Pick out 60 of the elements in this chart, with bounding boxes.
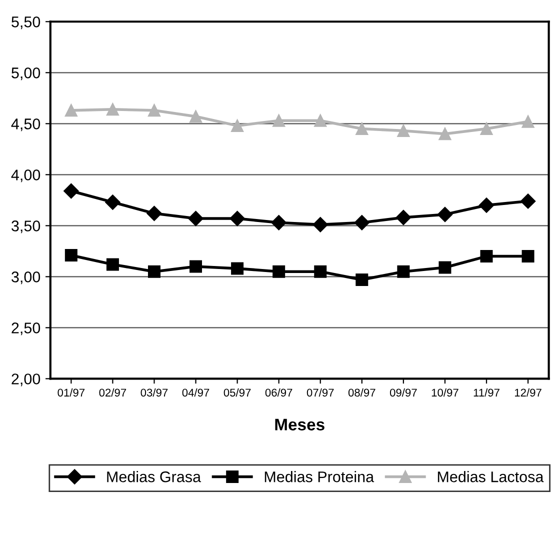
legend-label: Medias Lactosa <box>438 471 544 482</box>
y-tick-label: 2,00 <box>12 374 40 386</box>
y-tick-label: 3,00 <box>12 272 40 284</box>
point <box>188 210 204 226</box>
y-tick-label: 5,50 <box>12 16 40 30</box>
point <box>105 194 120 210</box>
point <box>272 265 286 278</box>
point <box>148 104 160 117</box>
point <box>354 215 370 230</box>
y-tick-label: 3,50 <box>12 220 40 234</box>
point <box>314 114 327 127</box>
point <box>437 206 453 222</box>
point <box>271 215 286 230</box>
point <box>356 122 368 136</box>
y-tick-label: 2,50 <box>12 322 40 336</box>
x-tick-label: 01/97 <box>58 388 85 397</box>
point <box>397 124 410 138</box>
x-tick-label: 07/97 <box>306 388 334 397</box>
point <box>64 249 78 262</box>
point <box>480 122 493 136</box>
point <box>64 104 78 117</box>
point <box>438 128 452 140</box>
point <box>230 210 245 226</box>
point <box>356 273 368 286</box>
x-tick-label: 08/97 <box>348 388 376 397</box>
x-tick-label: 04/97 <box>182 388 210 397</box>
point <box>478 198 494 213</box>
point <box>312 217 328 232</box>
point <box>146 206 162 221</box>
point <box>190 110 202 123</box>
point <box>520 194 536 209</box>
point <box>397 265 410 278</box>
point <box>106 103 119 116</box>
point <box>231 262 244 275</box>
y-tick-label: 4,50 <box>11 118 40 132</box>
point <box>190 260 202 273</box>
x-tick-label: 03/97 <box>140 388 168 397</box>
x-axis-title: Meses <box>275 418 324 430</box>
point <box>522 115 534 128</box>
point <box>106 258 119 271</box>
y-tick-label: 5,00 <box>12 68 40 80</box>
x-tick-label: 12/97 <box>514 388 542 397</box>
x-tick-label: 02/97 <box>99 388 126 397</box>
point <box>522 250 534 263</box>
legend-label: Medias Grasa <box>107 471 202 482</box>
point <box>272 114 286 127</box>
x-tick-label: 06/97 <box>265 388 292 397</box>
point <box>64 183 79 199</box>
point <box>438 261 452 274</box>
x-tick-label: 11/97 <box>474 388 500 397</box>
point <box>314 265 327 278</box>
point <box>480 250 493 263</box>
x-tick-label: 09/97 <box>390 388 417 397</box>
point <box>396 210 412 226</box>
point <box>148 265 160 278</box>
x-tick-label: 05/97 <box>224 388 251 397</box>
legend-label: Medias Proteina <box>264 471 374 482</box>
y-tick-label: 4,00 <box>11 170 40 182</box>
point <box>231 119 244 132</box>
x-tick-label: 10/97 <box>432 388 458 397</box>
